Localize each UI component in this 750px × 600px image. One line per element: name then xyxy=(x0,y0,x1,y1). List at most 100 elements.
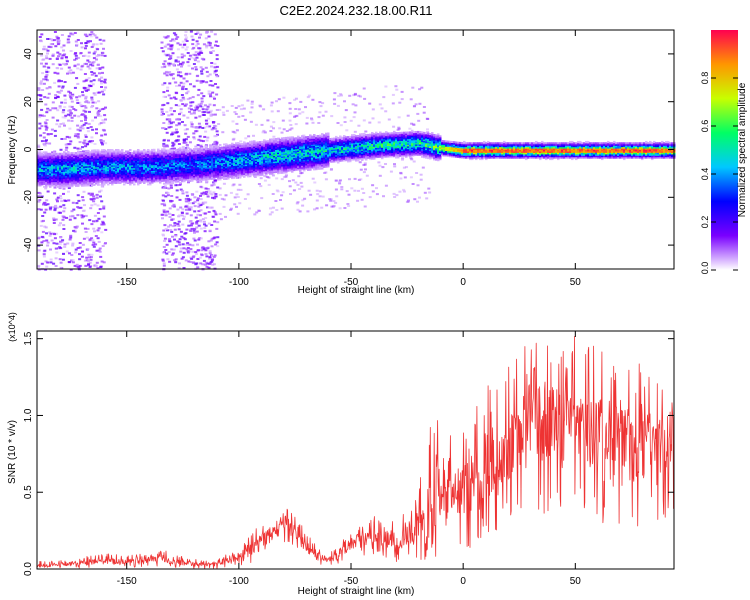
spectrogram-cell xyxy=(87,260,90,263)
spectrogram-ridge-cell xyxy=(115,182,118,184)
spectrogram-ridge-cell xyxy=(141,177,144,180)
spectrogram-ridge-cell xyxy=(209,146,212,149)
spectrogram-cell xyxy=(315,189,319,192)
spectrogram-ridge-cell xyxy=(45,162,48,165)
spectrogram-cell xyxy=(207,240,211,243)
spectrogram-ridge-cell xyxy=(197,170,200,173)
spectrogram-cell xyxy=(428,191,432,194)
spectrogram-ridge-cell xyxy=(121,157,124,160)
spectrogram-ridge-cell xyxy=(185,158,188,161)
spectrogram-ridge-cell xyxy=(41,168,44,171)
spectrogram-cell xyxy=(76,147,80,150)
spectrogram-ridge-cell xyxy=(255,151,258,154)
spectrogram-ridge-cell xyxy=(253,163,256,166)
spectrogram-ridge-cell xyxy=(171,149,174,152)
spectrogram-ridge-cell xyxy=(229,167,232,170)
spectrogram-ridge-cell xyxy=(147,179,150,182)
spectrogram-cell xyxy=(343,207,347,209)
spectrogram-cell xyxy=(169,97,173,100)
spectrogram-ridge-cell xyxy=(161,148,164,151)
spectrogram-ridge-cell xyxy=(51,157,54,160)
spectrogram-cell xyxy=(44,187,48,190)
spectrogram-cell xyxy=(82,86,86,89)
spectrogram-ridge-cell xyxy=(205,145,208,148)
spectrogram-cell xyxy=(43,249,47,252)
spectrogram-cell xyxy=(93,50,97,53)
spectrogram-ridge-cell xyxy=(67,178,70,181)
spectrogram-ridge-cell xyxy=(77,167,80,170)
spectrogram-ridge-cell xyxy=(59,170,62,173)
spectrogram-cell xyxy=(318,101,322,104)
spectrogram-ridge-cell xyxy=(229,150,232,153)
spectrogram-ridge-cell xyxy=(265,173,268,176)
spectrogram-ridge-cell xyxy=(191,158,194,161)
spectrogram-cell xyxy=(189,112,193,115)
spectrogram-ridge-cell xyxy=(45,168,48,171)
spectrogram-cell xyxy=(73,217,77,220)
spectrogram-ridge-cell xyxy=(161,161,164,164)
spectrogram-ridge-cell xyxy=(91,161,94,164)
spectrogram-cell xyxy=(339,94,343,97)
spectrogram-cell xyxy=(389,170,393,173)
spectrogram-cell xyxy=(378,174,382,177)
spectrogram-ridge-cell xyxy=(217,168,220,171)
spectrogram-ridge-cell xyxy=(177,160,180,163)
spectrogram-cell xyxy=(84,122,88,125)
spectrogram-cell xyxy=(89,63,93,66)
spectrogram-cell xyxy=(182,98,186,101)
spectrogram-ridge-cell xyxy=(177,170,180,173)
spectrogram-ridge-cell xyxy=(223,143,226,146)
spectrogram-ridge-cell xyxy=(133,170,136,173)
spectrogram-ridge-cell xyxy=(215,157,218,160)
spectrogram-cell xyxy=(204,193,208,195)
spectrogram-cell xyxy=(176,48,180,51)
spectrogram-cell xyxy=(61,239,65,242)
spectrogram-cell xyxy=(340,186,344,188)
spectrogram-cell xyxy=(168,260,172,263)
spectrogram-ridge-cell xyxy=(59,183,62,185)
spectrogram-ridge-cell xyxy=(255,161,258,164)
spectrogram-ridge-cell xyxy=(159,174,162,177)
spectrogram-ridge-cell xyxy=(247,156,250,159)
spectrogram-cell xyxy=(181,189,185,192)
spectrogram-ridge-cell xyxy=(215,155,218,158)
spectrogram-ridge-cell xyxy=(189,158,192,161)
spectrogram-cell xyxy=(180,56,184,59)
spectrogram-ridge-cell xyxy=(229,168,232,171)
spectrogram-ridge-cell xyxy=(243,158,246,161)
spectrogram-ridge-cell xyxy=(169,175,172,178)
spectrogram-cell xyxy=(171,235,174,238)
spectrogram-cell xyxy=(197,122,201,125)
spectrogram-cell xyxy=(224,215,227,218)
spectrogram-ridge-cell xyxy=(113,173,116,176)
spectrogram-ridge-cell xyxy=(63,175,66,178)
spectrogram-ridge-cell xyxy=(145,179,148,182)
spectrogram-cell xyxy=(73,135,77,138)
spectrogram-cell xyxy=(91,239,95,242)
spectrogram-cell xyxy=(412,160,416,163)
spectrogram-ridge-cell xyxy=(237,172,240,175)
spectrogram-cell xyxy=(271,206,275,209)
spectrogram-cell xyxy=(260,197,264,200)
spectrogram-ridge-cell xyxy=(89,180,92,182)
spectrogram-ridge-cell xyxy=(179,160,182,163)
spectrogram-cell xyxy=(259,185,263,188)
spectrogram-ridge-cell xyxy=(239,154,242,157)
spectrogram-ridge-cell xyxy=(121,156,124,159)
spectrogram-cell xyxy=(65,135,69,138)
spectrogram-ridge-cell xyxy=(147,176,150,179)
spectrogram-ridge-cell xyxy=(213,148,216,151)
spectrogram-cell xyxy=(67,90,71,93)
spectrogram-cell xyxy=(292,189,296,192)
spectrogram-ridge-cell xyxy=(161,167,164,169)
spectrogram-cell xyxy=(68,109,72,112)
spectrogram-cell xyxy=(179,206,183,209)
spectrogram-cell xyxy=(45,87,49,90)
spectrogram-cell xyxy=(210,65,213,68)
spectrogram-cell xyxy=(176,139,180,141)
spectrogram-ridge-cell xyxy=(119,154,122,157)
spectrogram-cell xyxy=(188,97,192,100)
spectrogram-ridge-cell xyxy=(131,173,134,176)
spectrogram-ridge-cell xyxy=(213,151,216,154)
spectrogram-ridge-cell xyxy=(193,169,196,172)
